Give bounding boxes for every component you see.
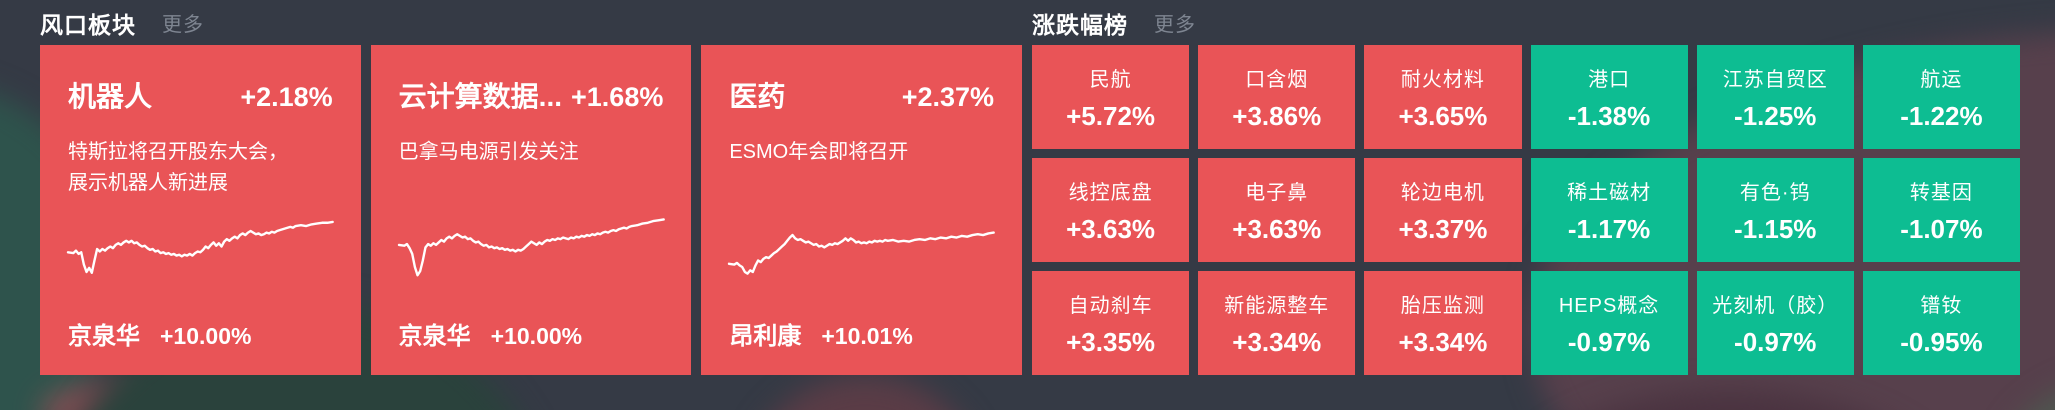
- sector-card-top: 医药 +2.37%: [729, 75, 994, 115]
- sector-card-robot[interactable]: 机器人 +2.18% 特斯拉将召开股东大会，展示机器人新进展 京泉华 +10.0…: [40, 45, 361, 375]
- sector-card-top: 机器人 +2.18%: [68, 75, 333, 115]
- hot-sectors-title: 风口板块: [40, 11, 136, 38]
- ranking-tile[interactable]: 江苏自贸区 -1.25%: [1696, 45, 1854, 149]
- ranking-tile[interactable]: 港口 -1.38%: [1530, 45, 1688, 149]
- tile-change: +3.37%: [1398, 213, 1488, 244]
- tile-sector-name: 有色·钨: [1739, 181, 1811, 204]
- tile-sector-name: 线控底盘: [1068, 181, 1153, 204]
- tile-change: +3.34%: [1398, 326, 1488, 357]
- ranking-grid: 民航 +5.72% 口含烟 +3.86% 耐火材料 +3.65% 港口 -1.3…: [1032, 45, 2020, 375]
- sector-name: 医药: [729, 81, 786, 112]
- sparkline-chart: [68, 208, 333, 290]
- ranking-tile[interactable]: HEPS概念 -0.97%: [1530, 271, 1688, 375]
- leading-stock-row: 京泉华 +10.00%: [399, 316, 664, 351]
- ranking-tile[interactable]: 自动刹车 +3.35%: [1032, 271, 1190, 375]
- ranking-tile[interactable]: 光刻机（胶） -0.97%: [1696, 271, 1854, 375]
- tile-change: +3.34%: [1232, 326, 1322, 357]
- ranking-header: 涨跌幅榜 更多: [1032, 0, 1196, 45]
- tile-sector-name: 口含烟: [1245, 68, 1309, 91]
- sector-card-cloud[interactable]: 云计算数据... +1.68% 巴拿马电源引发关注 京泉华 +10.00%: [370, 45, 692, 375]
- tile-change: -1.25%: [1734, 100, 1817, 131]
- sector-change: +2.37%: [901, 82, 995, 112]
- ranking-more-link[interactable]: 更多: [1154, 14, 1196, 36]
- tile-sector-name: 港口: [1588, 68, 1631, 91]
- ranking-tile[interactable]: 线控底盘 +3.63%: [1032, 158, 1190, 262]
- leading-stock-name: 昂利康: [729, 323, 802, 350]
- sector-news: 巴拿马电源引发关注: [398, 141, 579, 163]
- sparkline-chart: [729, 208, 994, 290]
- tile-change: -1.15%: [1734, 213, 1817, 244]
- ranking-tile[interactable]: 镨钕 -0.95%: [1862, 271, 2020, 375]
- sector-change: +2.18%: [240, 82, 333, 112]
- sector-change: +1.68%: [571, 82, 664, 112]
- ranking-tile[interactable]: 民航 +5.72%: [1032, 45, 1190, 149]
- ranking-tile[interactable]: 新能源整车 +3.34%: [1198, 271, 1356, 375]
- tile-sector-name: 转基因: [1909, 181, 1973, 204]
- leading-stock-change: +10.00%: [490, 323, 583, 349]
- bg-blob-maroon-mid: [745, 375, 985, 410]
- leading-stock-name: 京泉华: [68, 323, 140, 350]
- tile-change: -0.95%: [1900, 326, 1983, 357]
- tile-change: +3.63%: [1232, 213, 1322, 244]
- sector-name: 机器人: [68, 81, 153, 112]
- tile-sector-name: 轮边电机: [1400, 181, 1485, 204]
- tile-change: +3.63%: [1066, 213, 1156, 244]
- tile-sector-name: 航运: [1920, 68, 1963, 91]
- ranking-tile[interactable]: 稀土磁材 -1.17%: [1530, 158, 1688, 262]
- sparkline-chart: [399, 208, 664, 290]
- ranking-tile[interactable]: 胎压监测 +3.34%: [1364, 271, 1522, 375]
- tile-change: +3.86%: [1232, 100, 1322, 131]
- sector-card-pharma[interactable]: 医药 +2.37% ESMO年会即将召开 昂利康 +10.01%: [701, 45, 1023, 375]
- tile-change: -1.17%: [1567, 213, 1651, 244]
- tile-sector-name: 稀土磁材: [1567, 181, 1652, 204]
- ranking-title: 涨跌幅榜: [1032, 11, 1128, 38]
- ranking-tile[interactable]: 耐火材料 +3.65%: [1364, 45, 1522, 149]
- leading-stock-row: 昂利康 +10.01%: [729, 316, 994, 351]
- tile-sector-name: 耐火材料: [1400, 68, 1485, 91]
- tile-sector-name: 新能源整车: [1224, 294, 1330, 317]
- hot-sectors-more-link[interactable]: 更多: [162, 14, 204, 36]
- sector-name: 云计算数据...: [398, 81, 563, 112]
- sector-card-top: 云计算数据... +1.68%: [399, 75, 664, 115]
- tile-change: +3.35%: [1066, 326, 1156, 357]
- tile-change: -0.97%: [1734, 326, 1817, 357]
- leading-stock-change: +10.00%: [160, 323, 252, 349]
- tile-sector-name: 民航: [1089, 68, 1132, 91]
- hot-sectors-header: 风口板块 更多: [40, 0, 204, 45]
- sector-news: ESMO年会即将召开: [729, 141, 909, 163]
- leading-stock-name: 京泉华: [398, 323, 471, 350]
- sector-news: 特斯拉将召开股东大会，展示机器人新进展: [68, 141, 288, 194]
- tile-sector-name: HEPS概念: [1558, 294, 1660, 317]
- tile-sector-name: 自动刹车: [1068, 294, 1153, 317]
- tile-sector-name: 电子鼻: [1245, 181, 1309, 204]
- tile-change: +5.72%: [1066, 100, 1156, 131]
- tile-change: -1.22%: [1900, 100, 1983, 131]
- tile-sector-name: 江苏自贸区: [1722, 68, 1828, 91]
- tile-change: +3.65%: [1398, 100, 1488, 131]
- ranking-tile[interactable]: 有色·钨 -1.15%: [1696, 158, 1854, 262]
- hot-sector-cards: 机器人 +2.18% 特斯拉将召开股东大会，展示机器人新进展 京泉华 +10.0…: [40, 45, 1023, 375]
- ranking-tile[interactable]: 口含烟 +3.86%: [1198, 45, 1356, 149]
- tile-sector-name: 镨钕: [1920, 294, 1963, 317]
- tile-change: -0.97%: [1567, 326, 1651, 357]
- ranking-tile[interactable]: 航运 -1.22%: [1862, 45, 2020, 149]
- tile-sector-name: 光刻机（胶）: [1712, 294, 1839, 317]
- ranking-tile[interactable]: 轮边电机 +3.37%: [1364, 158, 1522, 262]
- leading-stock-row: 京泉华 +10.00%: [68, 316, 333, 351]
- tile-change: -1.38%: [1567, 100, 1651, 131]
- tile-sector-name: 胎压监测: [1400, 294, 1485, 317]
- ranking-tile[interactable]: 转基因 -1.07%: [1862, 158, 2020, 262]
- ranking-tile[interactable]: 电子鼻 +3.63%: [1198, 158, 1356, 262]
- leading-stock-change: +10.01%: [821, 323, 913, 349]
- tile-change: -1.07%: [1900, 213, 1983, 244]
